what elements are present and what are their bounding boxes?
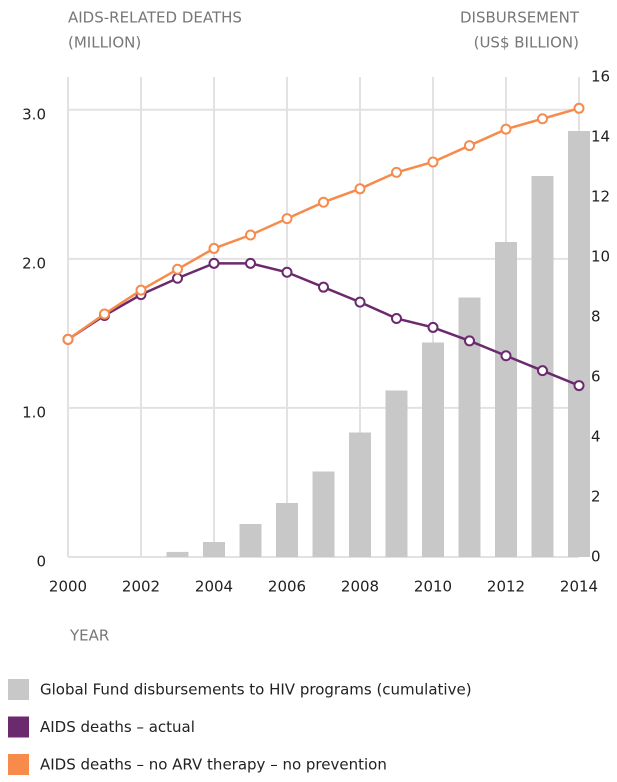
point <box>62 333 74 345</box>
point <box>391 312 402 324</box>
y-axis-title: (MILLION) <box>68 34 141 52</box>
bar <box>349 432 371 557</box>
y2-tick-label: 12 <box>591 188 610 206</box>
x-tick-label: 2002 <box>122 578 160 596</box>
point <box>427 156 439 168</box>
point <box>281 266 293 278</box>
y-tick-label: 2.0 <box>22 254 46 272</box>
point <box>500 350 512 362</box>
x-tick-label: 2006 <box>268 578 306 596</box>
y2-tick-label: 0 <box>591 548 601 566</box>
point <box>573 102 585 114</box>
x-axis-title: YEAR <box>69 627 109 645</box>
point <box>318 196 329 208</box>
point <box>135 284 147 296</box>
point <box>537 365 548 377</box>
y2-tick-label: 2 <box>591 488 601 506</box>
point <box>208 257 220 269</box>
x-tick-label: 2000 <box>49 578 87 596</box>
point <box>573 380 585 392</box>
y-tick-label: 0 <box>36 553 46 571</box>
legend-swatch <box>8 679 29 700</box>
point <box>354 183 366 195</box>
legend-swatch <box>8 716 29 738</box>
bar <box>166 551 189 557</box>
legend-label: AIDS deaths – no ARV therapy – no preven… <box>40 756 387 774</box>
bar <box>276 503 298 557</box>
point <box>318 281 329 293</box>
point <box>172 263 183 275</box>
y-tick-label: 3.0 <box>22 105 46 123</box>
legend-label: Global Fund disbursements to HIV program… <box>40 681 472 699</box>
x-tick-label: 2014 <box>560 578 598 596</box>
point <box>208 242 220 254</box>
point <box>172 272 183 284</box>
legend-swatch <box>8 754 29 775</box>
y2-tick-label: 16 <box>591 68 610 86</box>
y2-tick-label: 4 <box>591 428 601 446</box>
point <box>245 257 256 269</box>
x-tick-label: 2012 <box>487 578 525 596</box>
bar <box>203 542 225 557</box>
bar <box>458 297 481 557</box>
y2-tick-label: 6 <box>591 368 601 386</box>
point <box>391 166 402 178</box>
bar <box>239 524 262 557</box>
x-tick-label: 2004 <box>195 578 233 596</box>
point <box>537 113 548 125</box>
y-tick-label: 1.0 <box>22 403 46 421</box>
point <box>354 296 366 308</box>
point <box>245 229 256 241</box>
y-axis-title: AIDS-RELATED DEATHS <box>68 9 242 27</box>
bar <box>568 131 590 557</box>
point <box>281 213 293 225</box>
point <box>464 335 475 347</box>
y2-tick-label: 14 <box>591 128 610 146</box>
y2-tick-label: 8 <box>591 308 601 326</box>
point <box>427 321 439 333</box>
x-tick-label: 2010 <box>414 578 452 596</box>
bar <box>422 342 444 557</box>
legend-label: AIDS deaths – actual <box>40 718 195 736</box>
point <box>464 140 475 152</box>
y2-tick-label: 10 <box>591 248 610 266</box>
point <box>99 308 110 320</box>
y2-axis-title: DISBURSEMENT <box>460 9 580 27</box>
bar <box>385 390 408 557</box>
point <box>500 123 512 135</box>
y2-axis-title: (US$ BILLION) <box>474 34 579 52</box>
bar <box>312 471 335 557</box>
bar <box>495 242 517 557</box>
x-tick-label: 2008 <box>341 578 379 596</box>
